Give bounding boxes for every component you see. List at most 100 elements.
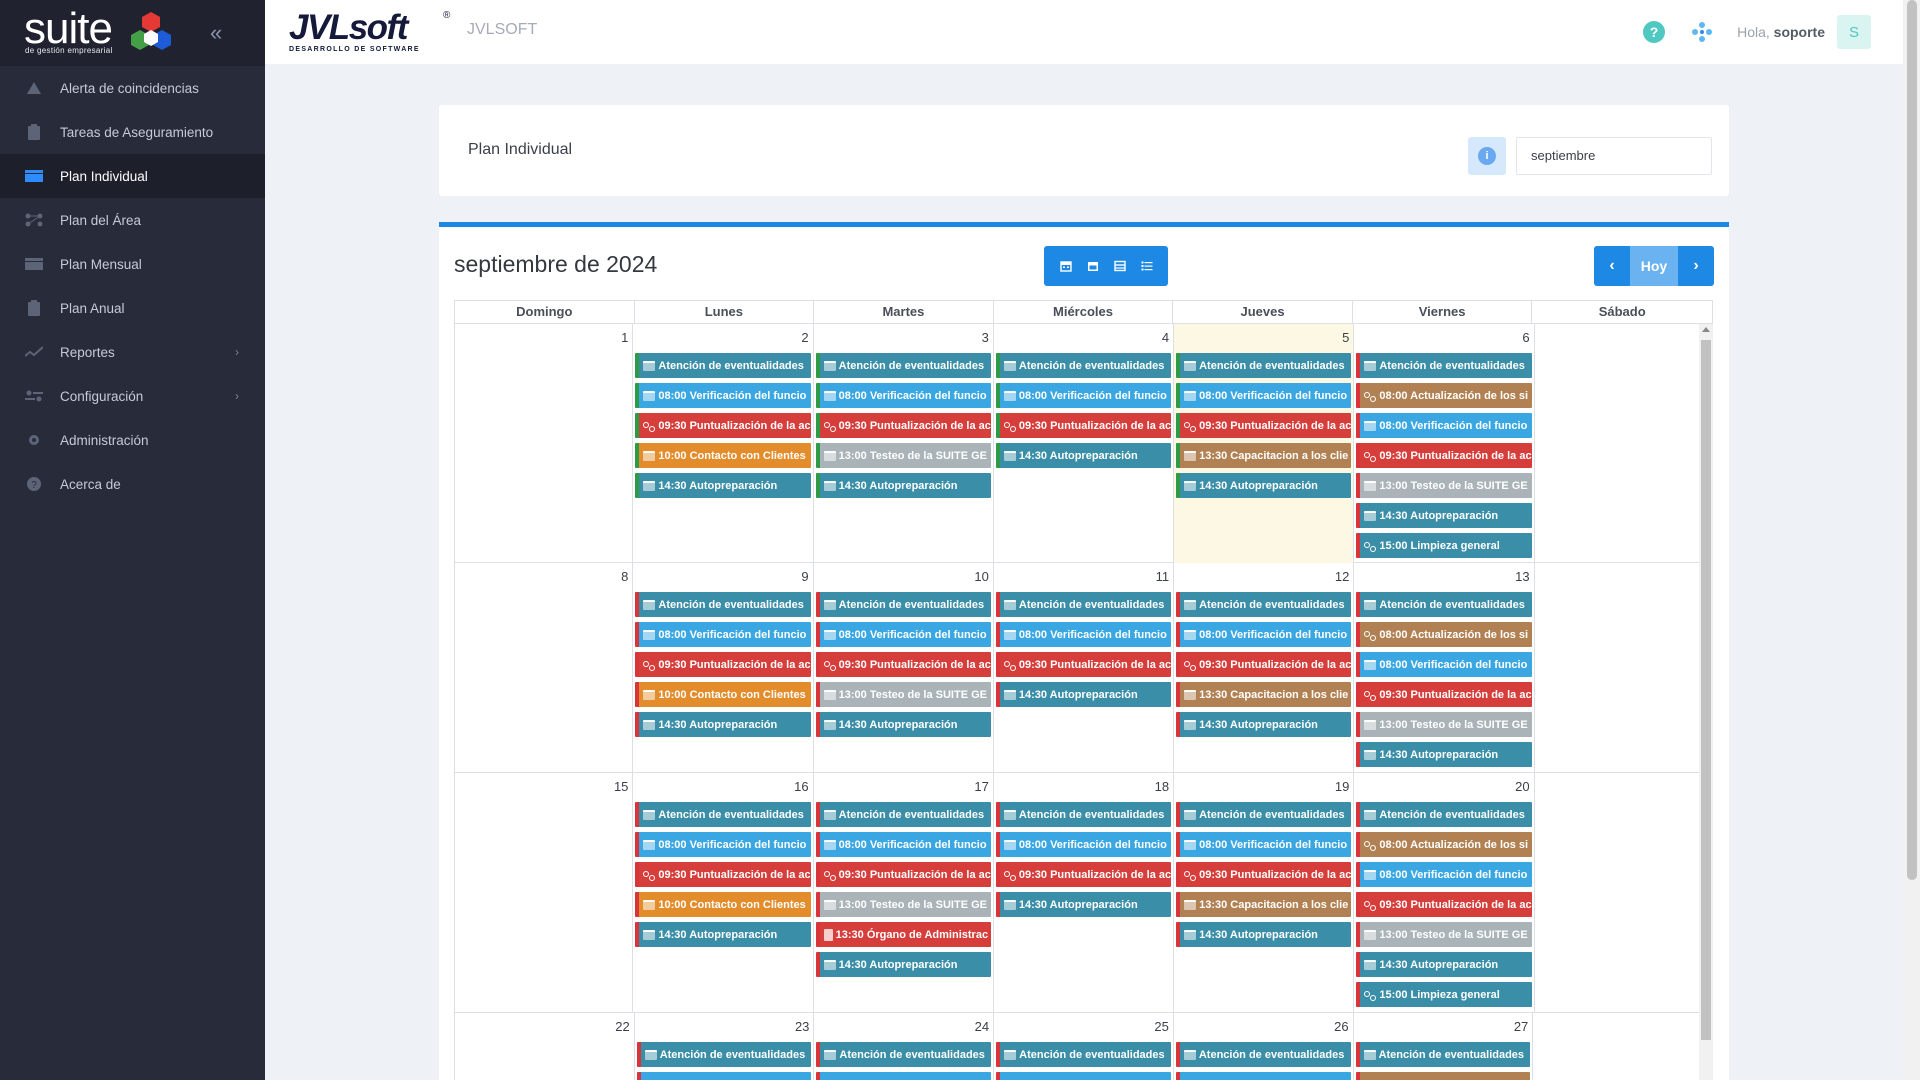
- calendar-event[interactable]: [996, 1072, 1171, 1080]
- sidebar-item-plan-individual[interactable]: Plan Individual: [0, 154, 265, 198]
- day-number[interactable]: 15: [613, 779, 629, 794]
- calendar-event[interactable]: 08:00 Verificación del funcio: [995, 622, 1172, 647]
- calendar-event[interactable]: Atención de eventualidades: [995, 353, 1172, 378]
- help-icon[interactable]: ?: [1643, 21, 1666, 43]
- calendar-event[interactable]: 14:30 Autopreparación: [635, 473, 811, 498]
- calendar-event[interactable]: Atención de eventualidades: [635, 592, 811, 617]
- calendar-event[interactable]: 08:00 Verificación del funcio: [815, 383, 991, 408]
- day-number[interactable]: 20: [1515, 779, 1530, 794]
- calendar-event[interactable]: 10:00 Contacto con Clientes: [635, 892, 811, 917]
- day-number[interactable]: 9: [801, 569, 809, 584]
- calendar-event[interactable]: [636, 1072, 812, 1080]
- day-number[interactable]: 8: [621, 569, 629, 584]
- calendar-event[interactable]: 09:30 Puntualización de la ac: [1356, 443, 1532, 468]
- calendar-event[interactable]: 09:30 Puntualización de la ac: [1176, 413, 1352, 438]
- day-number[interactable]: 23: [794, 1019, 810, 1034]
- calendar-day-cell[interactable]: 9 Atención de eventualidades 08:00 Verific…: [633, 563, 814, 772]
- calendar-day-cell[interactable]: 25 Atención de eventualidades: [994, 1013, 1174, 1080]
- calendar-day-cell[interactable]: 10 Atención de eventualidades 08:00 Verifi…: [814, 563, 994, 772]
- sidebar-item-plan-anual[interactable]: Plan Anual: [0, 286, 265, 330]
- calendar-day-cell[interactable]: 22: [455, 1013, 635, 1080]
- calendar-event[interactable]: 15:00 Limpieza general: [1356, 533, 1532, 558]
- list-view-button[interactable]: [1138, 258, 1156, 274]
- calendar-event[interactable]: 13:00 Testeo de la SUITE GE: [815, 682, 991, 707]
- calendar-day-cell[interactable]: 26 Atención de eventualidades: [1174, 1013, 1354, 1080]
- calendar-day-cell[interactable]: 2 Atención de eventualidades 08:00 Verific…: [633, 324, 814, 563]
- calendar-event[interactable]: 14:30 Autopreparación: [1356, 952, 1532, 977]
- calendar-event[interactable]: 08:00 Verificación del funcio: [815, 832, 991, 857]
- calendar-event[interactable]: Atención de eventualidades: [1356, 592, 1532, 617]
- day-number[interactable]: 3: [981, 330, 989, 345]
- avatar[interactable]: S: [1837, 15, 1871, 49]
- day-number[interactable]: 11: [1155, 569, 1170, 584]
- calendar-event[interactable]: 09:30 Puntualización de la ac: [1356, 682, 1532, 707]
- calendar-day-cell[interactable]: 4 Atención de eventualidades 08:00 Verific…: [994, 324, 1175, 563]
- calendar-event[interactable]: 13:00 Testeo de la SUITE GE: [1356, 473, 1532, 498]
- calendar-event[interactable]: 13:00 Testeo de la SUITE GE: [1356, 712, 1532, 737]
- calendar-event[interactable]: Atención de eventualidades: [635, 802, 811, 827]
- day-number[interactable]: 4: [1161, 330, 1170, 345]
- company-logo[interactable]: JVLsoft ® DESARROLLO DE SOFTWARE: [289, 10, 450, 53]
- calendar-event[interactable]: 13:00 Testeo de la SUITE GE: [1356, 922, 1532, 947]
- calendar-event[interactable]: Atención de eventualidades: [815, 353, 991, 378]
- calendar-event[interactable]: 09:30 Puntualización de la ac: [1176, 652, 1352, 677]
- calendar-event[interactable]: Atención de eventualidades: [636, 1042, 812, 1067]
- calendar-event[interactable]: 14:30 Autopreparación: [995, 892, 1172, 917]
- calendar-event[interactable]: 13:30 Capacitacion a los clie: [1176, 682, 1352, 707]
- calendar-day-cell[interactable]: 5 Atención de eventualidades 08:00 Verific…: [1174, 324, 1355, 563]
- calendar-event[interactable]: 08:00 Verificación del funcio: [1356, 652, 1532, 677]
- sidebar-item-reportes[interactable]: Reportes ›: [0, 330, 265, 374]
- calendar-event[interactable]: Atención de eventualidades: [1356, 802, 1532, 827]
- calendar-day-cell[interactable]: 6 Atención de eventualidades 08:00 Actuali…: [1354, 324, 1535, 563]
- calendar-event[interactable]: 08:00 Verificación del funcio: [635, 832, 811, 857]
- calendar-event[interactable]: 10:00 Contacto con Clientes: [635, 682, 811, 707]
- day-number[interactable]: 5: [1342, 330, 1350, 345]
- month-select[interactable]: septiembre: [1516, 137, 1712, 175]
- calendar-scrollbar[interactable]: [1699, 324, 1713, 1080]
- calendar-event[interactable]: Atención de eventualidades: [1176, 802, 1352, 827]
- calendar-event[interactable]: Atención de eventualidades: [1356, 353, 1532, 378]
- calendar-day-cell[interactable]: 17 Atención de eventualidades 08:00 Verifi…: [814, 773, 994, 1012]
- calendar-day-cell[interactable]: 13 Atención de eventualidades 08:00 Actual…: [1354, 563, 1535, 772]
- sidebar-item-alerta-de-coincidencias[interactable]: Alerta de coincidencias: [0, 66, 265, 110]
- calendar-event[interactable]: [1175, 1072, 1351, 1080]
- calendar-event[interactable]: 14:30 Autopreparación: [1356, 742, 1532, 767]
- calendar-day-cell[interactable]: 8: [455, 563, 634, 772]
- calendar-event[interactable]: 14:30 Autopreparación: [1176, 712, 1352, 737]
- calendar-event[interactable]: 09:30 Puntualización de la ac: [815, 652, 991, 677]
- sidebar-item-acerca-de[interactable]: ? Acerca de: [0, 462, 265, 506]
- calendar-day-cell[interactable]: 16 Atención de eventualidades 08:00 Verifi…: [633, 773, 814, 1012]
- calendar-event[interactable]: Atención de eventualidades: [996, 1042, 1171, 1067]
- calendar-event[interactable]: 09:30 Puntualización de la ac: [815, 413, 991, 438]
- calendar-event[interactable]: 08:00 Verificación del funcio: [1176, 383, 1352, 408]
- calendar-event[interactable]: Atención de eventualidades: [1355, 1042, 1531, 1067]
- calendar-event[interactable]: 13:30 Órgano de Administrac: [815, 922, 991, 947]
- day-number[interactable]: 16: [794, 779, 809, 794]
- day-number[interactable]: 6: [1522, 330, 1530, 345]
- day-number[interactable]: 13: [1515, 569, 1530, 584]
- calendar-day-cell[interactable]: [1535, 324, 1713, 563]
- calendar-event[interactable]: 08:00 Verificación del funcio: [635, 383, 811, 408]
- calendar-event[interactable]: 15:00 Limpieza general: [1356, 982, 1532, 1007]
- week-view-button[interactable]: [1084, 258, 1102, 274]
- calendar-event[interactable]: 08:00 Verificación del funcio: [995, 383, 1172, 408]
- calendar-event[interactable]: 08:00 Verificación del funcio: [1176, 622, 1352, 647]
- collapse-sidebar-icon[interactable]: «: [210, 20, 223, 45]
- day-number[interactable]: 1: [621, 330, 629, 345]
- calendar-day-cell[interactable]: [1535, 563, 1713, 772]
- sidebar-item-configuracion[interactable]: Configuración ›: [0, 374, 265, 418]
- calendar-event[interactable]: Atención de eventualidades: [816, 1042, 992, 1067]
- calendar-event[interactable]: Atención de eventualidades: [815, 802, 991, 827]
- calendar-event[interactable]: 14:30 Autopreparación: [815, 952, 991, 977]
- calendar-day-cell[interactable]: 1: [455, 324, 634, 563]
- calendar-event[interactable]: 13:00 Testeo de la SUITE GE: [815, 892, 991, 917]
- calendar-event[interactable]: 14:30 Autopreparación: [635, 922, 811, 947]
- day-number[interactable]: 24: [974, 1019, 990, 1034]
- info-button[interactable]: i: [1468, 137, 1506, 175]
- calendar-event[interactable]: 13:30 Capacitacion a los clie: [1176, 443, 1352, 468]
- calendar-event[interactable]: 08:00 Actualización de los si: [1356, 622, 1532, 647]
- calendar-event[interactable]: 08:00 Actualización de los si: [1356, 383, 1532, 408]
- calendar-day-cell[interactable]: 27 Atención de eventualidades: [1354, 1013, 1534, 1080]
- day-number[interactable]: 27: [1513, 1019, 1529, 1034]
- calendar-event[interactable]: 09:30 Puntualización de la ac: [1356, 892, 1532, 917]
